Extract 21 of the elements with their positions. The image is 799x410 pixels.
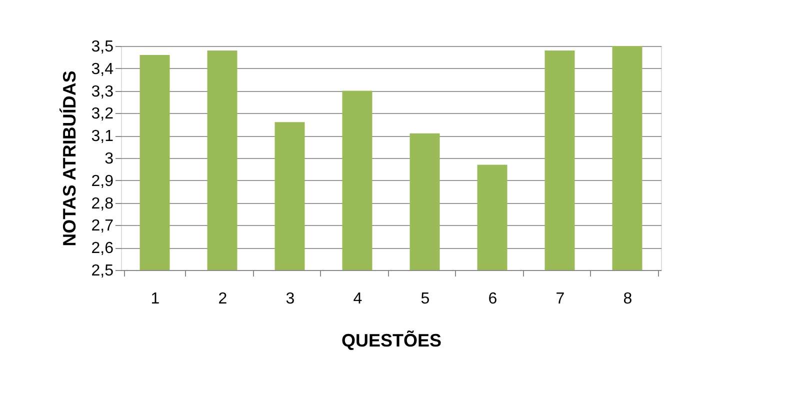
x-tick-label: 6 [488, 290, 498, 308]
x-axis-title: QUESTÕES [341, 330, 442, 350]
x-tick-label: 8 [623, 290, 632, 308]
y-axis-title: NOTAS ATRIBUÍDAS [59, 70, 80, 246]
y-tick-label: 3,5 [91, 38, 114, 56]
y-tick-label: 2,8 [91, 195, 114, 212]
x-tick-label: 1 [150, 290, 160, 308]
x-tick-label: 5 [420, 290, 430, 308]
x-tick-label: 7 [556, 290, 565, 308]
x-tick-label: 4 [353, 290, 362, 308]
y-tick-label: 3,1 [91, 128, 114, 146]
y-tick-label: 2,9 [91, 172, 114, 190]
y-tick-label: 3 [104, 150, 114, 168]
y-tick-label: 2,7 [91, 218, 114, 235]
y-tick-label: 2,6 [91, 240, 114, 258]
x-tick-label: 3 [286, 290, 295, 308]
y-tick-label: 3,2 [91, 106, 114, 123]
y-tick-label: 3,4 [91, 60, 114, 78]
x-tick-label: 2 [218, 290, 228, 308]
y-tick-label: 3,3 [91, 83, 114, 100]
y-tick-label: 2,5 [91, 262, 114, 280]
